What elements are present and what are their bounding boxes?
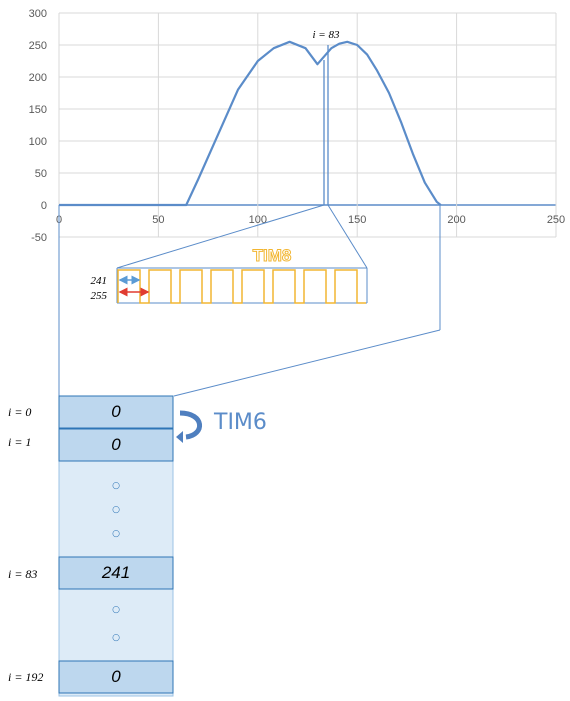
y-tick-label: 50 [35, 168, 47, 180]
x-tick-label: 250 [547, 214, 565, 226]
svg-text:○: ○ [112, 529, 120, 539]
array-value-0: 0 [111, 402, 121, 421]
y-tick-label: 150 [29, 104, 47, 116]
array-cell-192 [58, 660, 174, 694]
chart-series [59, 40, 442, 207]
tim8-label: TIM8 [253, 246, 292, 265]
svg-text:○: ○ [112, 605, 120, 615]
tim6-label: TIM6 [214, 410, 267, 435]
tim8-label-255: 255 [91, 290, 108, 302]
index-label-192: i = 192 [8, 670, 44, 684]
array-cell-83 [58, 556, 174, 590]
array-column [58, 395, 174, 697]
array-ellipsis-dots: ○ ○ ○ ○ ○ [112, 481, 120, 643]
index-label-1: i = 1 [8, 435, 32, 449]
array-cell-0 [58, 395, 174, 429]
array-value-1: 0 [111, 435, 121, 454]
svg-text:○: ○ [112, 633, 120, 643]
tim6-arrowhead [176, 431, 183, 443]
index-label-83: i = 83 [8, 567, 38, 581]
array-cell-1 [58, 428, 174, 462]
svg-text:○: ○ [112, 481, 120, 491]
index-label-0: i = 0 [8, 405, 32, 419]
y-tick-label: 300 [29, 8, 47, 20]
chart-annotation-i83: i = 83 [313, 29, 340, 41]
chart-gridlines [58, 12, 557, 238]
x-tick-label: 150 [348, 214, 366, 226]
tim6-arrow-icon [179, 410, 203, 440]
chart-y-ticks: 300 250 200 150 100 50 0 -50 [29, 8, 47, 244]
x-tick-label: 50 [152, 214, 164, 226]
array-callout [58, 205, 441, 397]
tim8-pwm-waveform [117, 269, 366, 304]
x-tick-label: 100 [249, 214, 267, 226]
y-tick-label: 200 [29, 72, 47, 84]
y-tick-label: 100 [29, 136, 47, 148]
array-value-83: 241 [101, 563, 131, 582]
tim8-label-241: 241 [91, 275, 108, 287]
array-value-192: 0 [111, 667, 121, 686]
y-tick-label: 250 [29, 40, 47, 52]
svg-text:○: ○ [112, 505, 120, 515]
y-tick-label: 0 [41, 200, 47, 212]
x-tick-label: 200 [447, 214, 465, 226]
series-line-0 [59, 40, 442, 207]
y-tick-label: -50 [31, 232, 47, 244]
